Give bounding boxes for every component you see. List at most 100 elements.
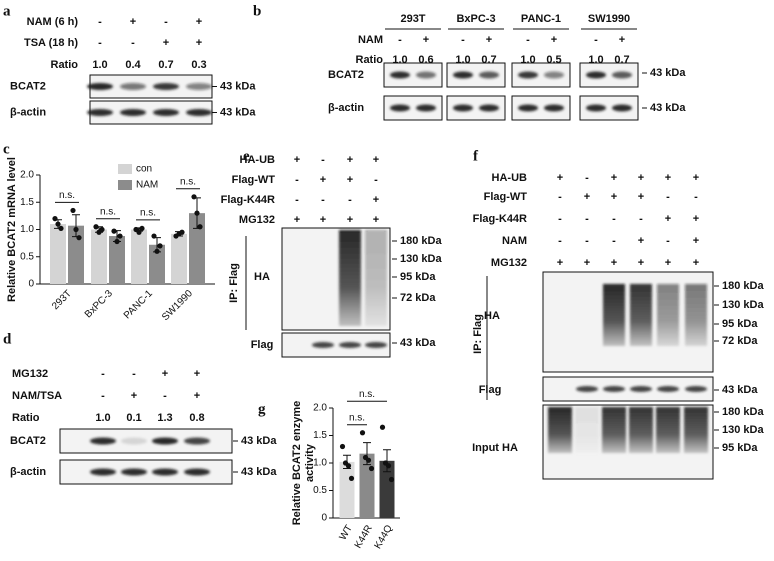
band (612, 71, 632, 79)
band (630, 386, 652, 392)
row-entry: - (321, 194, 325, 206)
band (544, 104, 564, 112)
y-tick-label: 1.5 (313, 430, 327, 441)
data-point (191, 194, 197, 200)
row-entry: + (486, 34, 492, 46)
blot (446, 62, 506, 88)
row-entry: + (638, 235, 644, 247)
row-entry: + (373, 154, 379, 166)
row-label: Flag-WT (232, 174, 276, 186)
data-point (339, 443, 346, 450)
significance-label: n.s. (140, 208, 156, 219)
smear (685, 284, 707, 346)
smear (629, 407, 653, 453)
ip-label: IP: Flag (228, 263, 240, 303)
band (87, 109, 113, 116)
size-marker: 43 kDa (400, 337, 436, 349)
x-tick-label: K44R (353, 523, 375, 550)
row-entry: - (461, 34, 465, 46)
row-entry: + (163, 37, 169, 49)
smear (603, 284, 625, 346)
data-point (55, 221, 61, 227)
x-tick-label: BxPC-3 (83, 288, 115, 320)
size-marker: 95 kDa (400, 271, 436, 283)
band (120, 83, 146, 90)
row-label: NAM (6 h) (27, 16, 79, 28)
y-tick-label: 1.5 (20, 197, 34, 208)
y-tick-label: 2.0 (20, 170, 34, 181)
row-entry: - (295, 194, 299, 206)
x-tick-label: SW1990 (160, 288, 195, 323)
size-marker: 72 kDa (400, 292, 436, 304)
row-label: MG132 (239, 214, 275, 226)
row-entry: + (611, 172, 617, 184)
panel-label: b (253, 3, 261, 19)
band (612, 104, 632, 112)
band (153, 109, 179, 116)
smear (684, 407, 708, 453)
x-tick-label: WT (338, 523, 355, 542)
row-entry: + (638, 257, 644, 269)
row-entry: + (320, 214, 326, 226)
row-entry: + (320, 174, 326, 186)
bar (131, 229, 147, 284)
blot-label: β-actin (10, 466, 46, 478)
y-tick-label: 0 (321, 513, 327, 524)
y-axis-label: activity (304, 443, 316, 482)
y-tick-label: 0.5 (20, 251, 34, 262)
row-entry: + (294, 214, 300, 226)
significance-label: n.s. (100, 206, 116, 217)
row-label: NAM (502, 235, 527, 247)
data-point (136, 229, 142, 235)
data-point (73, 226, 79, 233)
data-point (70, 207, 76, 214)
smear (575, 407, 599, 453)
smear (657, 284, 679, 346)
data-point (359, 430, 366, 436)
row-entry: + (693, 235, 699, 247)
row-entry: + (693, 172, 699, 184)
row-entry: 0.1 (126, 412, 141, 424)
row-label: Ratio (356, 54, 384, 66)
legend-swatch (118, 180, 132, 190)
band (479, 104, 499, 112)
y-axis-label: Relative BCAT2 mRNA level (6, 157, 18, 302)
panel-label: c (3, 141, 10, 157)
cell-line: SW1990 (588, 13, 630, 25)
band (186, 83, 212, 90)
row-entry: - (164, 16, 168, 28)
row-label: Flag-K44R (473, 213, 527, 225)
row-entry: + (347, 154, 353, 166)
row-label: HA-UB (492, 172, 527, 184)
size-marker: 72 kDa (722, 335, 758, 347)
significance-label: n.s. (180, 176, 196, 187)
row-entry: + (665, 172, 671, 184)
band (121, 468, 147, 476)
row-entry: + (194, 390, 200, 402)
band (339, 342, 361, 348)
band (152, 468, 178, 476)
bar (379, 460, 395, 518)
row-label: TSA (18 h) (24, 37, 78, 49)
row-entry: 0.8 (189, 412, 204, 424)
data-point (379, 424, 386, 430)
smear (630, 284, 652, 346)
cell-line: 293T (400, 13, 425, 25)
size-marker: 180 kDa (722, 280, 764, 292)
legend-swatch (118, 164, 132, 174)
bar (189, 213, 205, 284)
data-point (58, 225, 64, 232)
row-entry: + (665, 257, 671, 269)
row-entry: + (162, 368, 168, 380)
row-entry: + (557, 172, 563, 184)
row-entry: 1.0 (95, 412, 110, 424)
ip-label: IP: Flag (472, 314, 484, 354)
row-entry: - (666, 235, 670, 247)
data-point (197, 224, 203, 230)
blot-label: Flag (251, 339, 274, 351)
band (544, 71, 564, 79)
row-entry: - (131, 37, 135, 49)
data-point (52, 216, 58, 222)
blot-label: HA (254, 271, 270, 283)
band (586, 71, 606, 79)
